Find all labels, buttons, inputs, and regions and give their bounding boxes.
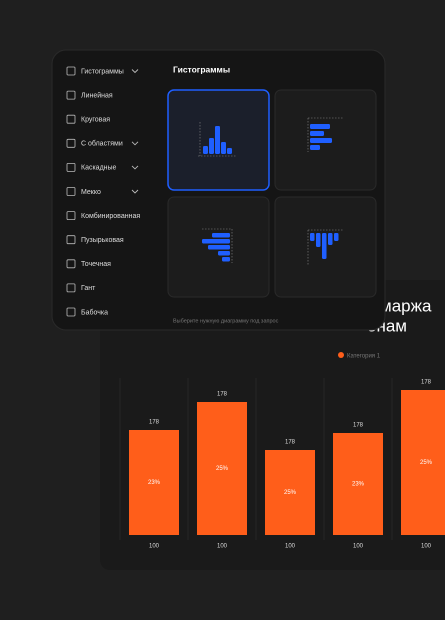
menu-label: Линейная bbox=[81, 91, 113, 99]
x-tick-label: 100 bbox=[149, 544, 160, 550]
menu-icon bbox=[66, 162, 76, 172]
menu-icon bbox=[66, 235, 76, 245]
icon-bar bbox=[208, 245, 230, 250]
x-tick-label: 100 bbox=[353, 544, 364, 550]
menu-label: Мекко bbox=[81, 189, 101, 196]
icon-bar bbox=[310, 131, 324, 136]
menu-item[interactable]: Круговая bbox=[66, 114, 110, 124]
value-label: 178 bbox=[149, 420, 160, 426]
menu-item[interactable]: Гант bbox=[66, 283, 96, 293]
inner-label: 23% bbox=[148, 480, 161, 486]
menu-icon bbox=[66, 138, 76, 148]
menu-label: Гант bbox=[81, 285, 96, 292]
icon-bar bbox=[328, 233, 333, 245]
icon-bar bbox=[218, 251, 230, 256]
menu-icon bbox=[66, 90, 76, 100]
sidebar: Гистограммы Линейная Круговая С областями Ка… bbox=[66, 66, 140, 317]
chevron bbox=[131, 141, 139, 146]
chart-title: маржа bbox=[380, 296, 432, 315]
value-label: 178 bbox=[421, 380, 432, 386]
icon-bar bbox=[222, 257, 230, 262]
menu-icon bbox=[66, 187, 76, 196]
value-label: 178 bbox=[353, 423, 364, 429]
icon-guide bbox=[202, 228, 233, 263]
panel-hint: Выберите нужную диаграмму под запрос bbox=[173, 318, 279, 324]
panel-title: Гистограммы bbox=[173, 64, 230, 74]
icon-bar bbox=[310, 233, 315, 241]
icon-bar bbox=[334, 233, 339, 241]
icon-guide bbox=[307, 117, 343, 152]
menu-item[interactable]: Бабочка bbox=[66, 307, 108, 317]
chevron bbox=[131, 69, 139, 74]
inner-label: 25% bbox=[420, 460, 433, 466]
bar bbox=[401, 390, 445, 535]
icon-bar bbox=[221, 142, 226, 154]
menu-label: Круговая bbox=[81, 117, 110, 124]
inner-label: 25% bbox=[284, 490, 297, 496]
menu-label: Каскадные bbox=[81, 165, 117, 172]
menu-item[interactable]: Точечная bbox=[66, 259, 111, 269]
icon-bar bbox=[212, 233, 230, 238]
x-tick-label: 100 bbox=[421, 544, 432, 550]
legend-dot bbox=[338, 352, 344, 358]
menu-label: Бабочка bbox=[81, 308, 108, 316]
menu-label: Пузырьковая bbox=[81, 237, 124, 244]
menu-item[interactable]: С областями bbox=[66, 138, 139, 148]
x-tick-label: 100 bbox=[217, 544, 228, 550]
menu-label: Гистограммы bbox=[81, 68, 124, 75]
chevron bbox=[131, 189, 139, 194]
menu-item[interactable]: Мекко bbox=[66, 187, 139, 196]
inner-label: 25% bbox=[216, 466, 229, 472]
inner-label: 23% bbox=[352, 482, 365, 488]
x-tick-label: 100 bbox=[285, 544, 296, 550]
menu-icon bbox=[66, 114, 76, 124]
menu-icon bbox=[66, 211, 76, 221]
icon-bar bbox=[203, 146, 208, 154]
bar bbox=[333, 433, 383, 535]
icon-bar bbox=[322, 233, 327, 259]
chevron bbox=[131, 165, 139, 170]
icon-bar bbox=[310, 138, 332, 143]
bar bbox=[129, 430, 179, 535]
menu-item[interactable]: Гистограммы bbox=[66, 66, 139, 76]
tiles bbox=[167, 89, 377, 298]
icon-guide bbox=[198, 122, 236, 157]
plot: 178 23% 100 178 25% 100 178 25% 100 178 23% 100 178 2… bbox=[119, 378, 445, 550]
menu-label: Точечная bbox=[81, 261, 111, 268]
menu-label: Комбинированная bbox=[81, 212, 140, 220]
icon-bar bbox=[202, 239, 230, 244]
menu-icon bbox=[66, 66, 76, 76]
legend-label: Категория 1 bbox=[347, 354, 381, 360]
menu-item[interactable]: Каскадные bbox=[66, 162, 139, 172]
icon-bar bbox=[227, 148, 232, 154]
menu-item[interactable]: Линейная bbox=[66, 90, 113, 100]
icon-bar bbox=[215, 126, 220, 154]
icon-bar bbox=[310, 124, 330, 129]
bar bbox=[197, 402, 247, 535]
icon-bar bbox=[316, 233, 321, 247]
menu-icon bbox=[66, 259, 76, 269]
value-label: 178 bbox=[285, 440, 296, 446]
icon-bar bbox=[310, 145, 320, 150]
icon-bar bbox=[209, 138, 214, 154]
menu-icon bbox=[66, 307, 76, 317]
menu-label: С областями bbox=[81, 140, 123, 148]
menu-item[interactable]: Комбинированная bbox=[66, 211, 140, 221]
menu-icon bbox=[66, 283, 76, 293]
value-label: 178 bbox=[217, 392, 228, 398]
bar bbox=[265, 450, 315, 535]
menu-item[interactable]: Пузырьковая bbox=[66, 235, 124, 245]
